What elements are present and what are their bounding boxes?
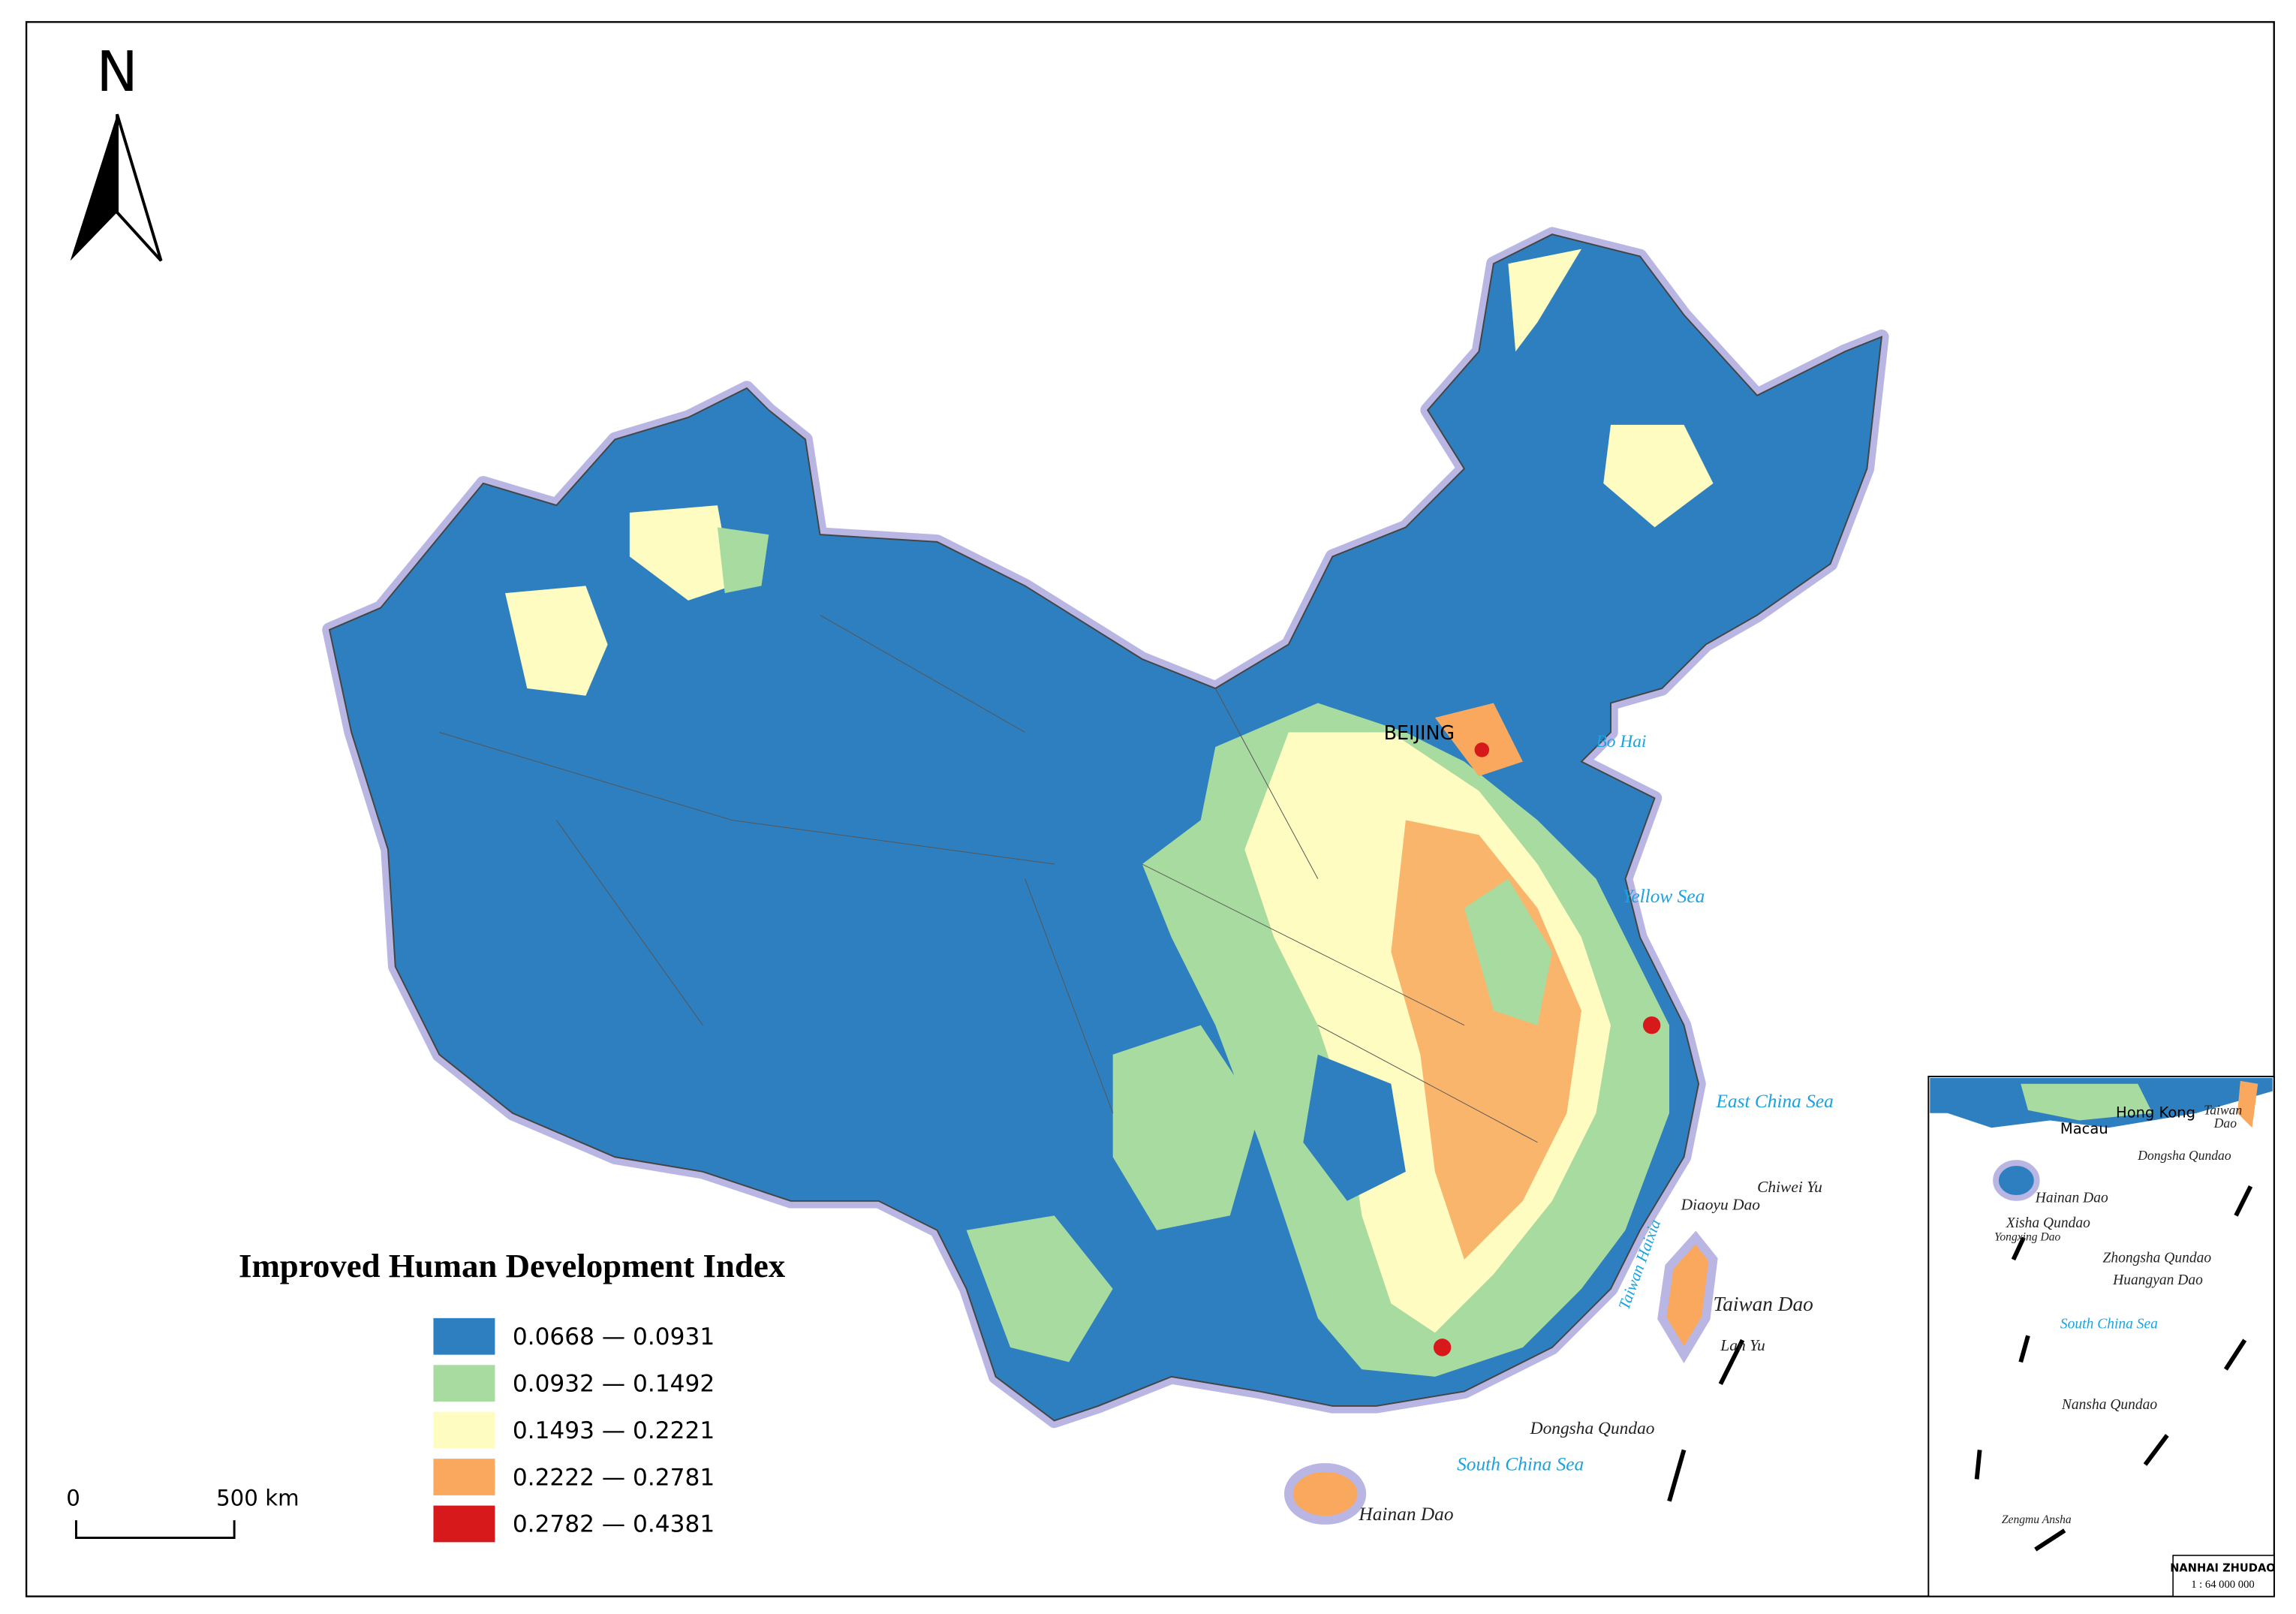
sea-label: Yellow Sea: [1623, 886, 1705, 907]
inset-label: Huangyan Dao: [2112, 1272, 2203, 1288]
inset-label: Nansha Qundao: [2061, 1397, 2158, 1413]
legend-title: Improved Human Development Index: [239, 1247, 786, 1284]
inset-label: Zengmu Ansha: [2002, 1513, 2072, 1526]
island-label: Diaoyu Dao: [1681, 1195, 1761, 1213]
inset-label: Xisha Qundao: [2006, 1215, 2090, 1231]
legend-swatch: [433, 1365, 495, 1402]
sea-label: South China Sea: [1457, 1454, 1584, 1475]
inset-map: Hong Kong Macau Taiwan Dao Dongsha Qunda…: [1927, 1075, 2276, 1597]
inset-label: Macau: [2060, 1120, 2108, 1137]
north-arrow: [116, 113, 163, 262]
inset-label: Hong Kong: [2116, 1104, 2195, 1122]
legend-label: 0.0932 — 0.1492: [513, 1370, 715, 1397]
legend-swatch: [433, 1317, 495, 1355]
scale-label: 500 km: [216, 1486, 299, 1511]
sea-label: East China Sea: [1715, 1091, 1833, 1112]
country: [322, 227, 1889, 1525]
legend-label: 0.1493 — 0.2221: [513, 1417, 715, 1444]
boundary-dashes: [1667, 1338, 1745, 1502]
inset-label: Taiwan: [2204, 1103, 2242, 1118]
place-label: BEIJING: [1384, 721, 1455, 744]
inset-label: Dao: [2213, 1116, 2237, 1131]
legend-label: 0.2782 — 0.4381: [513, 1511, 715, 1538]
inset-label: Zhongsha Qundao: [2102, 1251, 2211, 1266]
inset-label: South China Sea: [2060, 1317, 2158, 1332]
legend-swatch: [433, 1411, 495, 1449]
island-label: Taiwan Dao: [1714, 1293, 1813, 1315]
island-label: Hainan Dao: [1358, 1504, 1453, 1525]
sea-label: Bo Hai: [1596, 732, 1646, 751]
inset-label: Dongsha Qundao: [2137, 1148, 2231, 1163]
island-label: Chiwei Yu: [1757, 1178, 1822, 1196]
island-label: Lan Yu: [1720, 1336, 1765, 1354]
legend-swatch: [433, 1459, 495, 1495]
scale-bar: [74, 1520, 236, 1539]
legend-label: 0.0668 — 0.0931: [513, 1323, 715, 1351]
inset-label: Hainan Dao: [2035, 1191, 2108, 1206]
legend-label: 0.2222 — 0.2781: [513, 1464, 715, 1491]
inset-title: NANHAI ZHUDAO: [2170, 1561, 2276, 1574]
scale-label: 0: [66, 1486, 80, 1511]
north-label: N: [96, 40, 137, 104]
island-label: Dongsha Qundao: [1530, 1419, 1655, 1438]
inset-label: Yongxing Dao: [1994, 1230, 2060, 1243]
legend-swatch: [433, 1505, 495, 1543]
legend: 0.0668 — 0.0931 0.0932 — 0.1492 0.1493 — 0…: [433, 1317, 715, 1543]
inset-scale: 1 : 64 000 000: [2191, 1579, 2255, 1591]
